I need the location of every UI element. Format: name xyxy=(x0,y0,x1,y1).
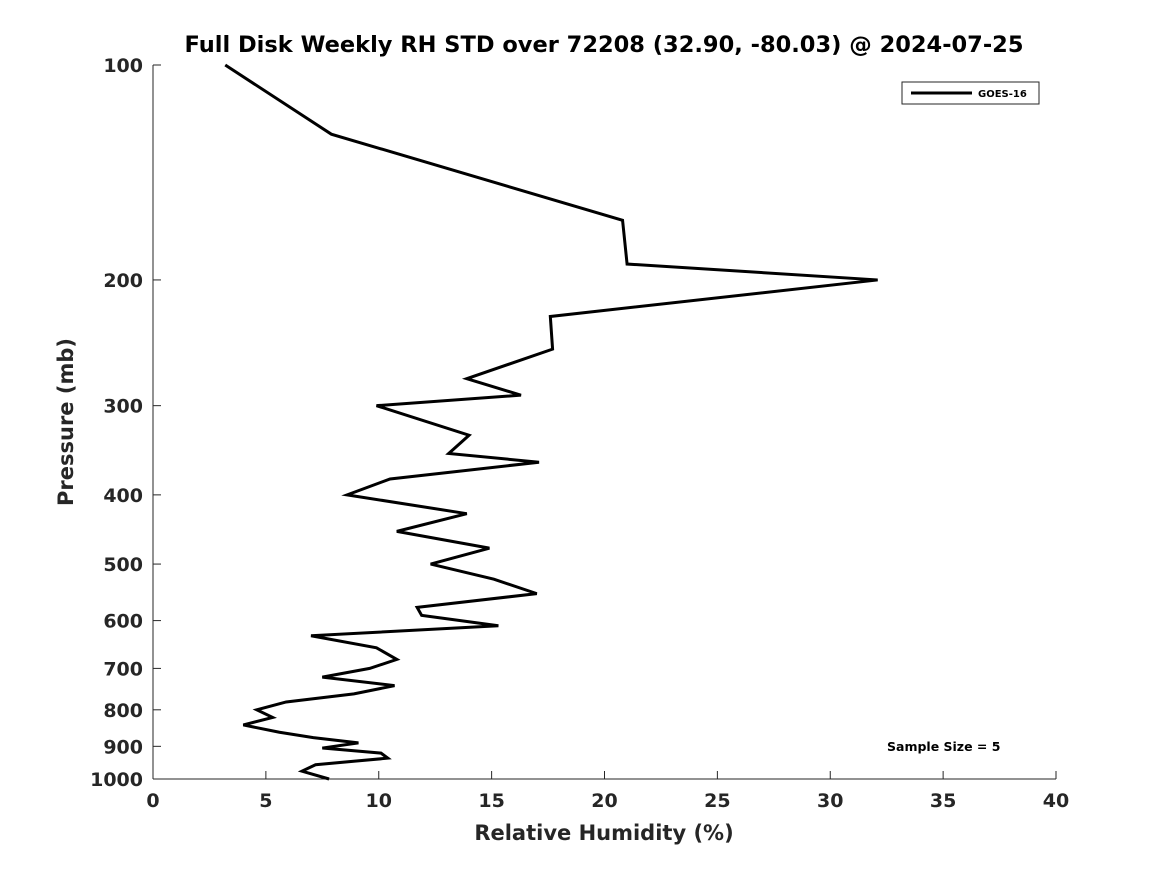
y-tick-label: 1000 xyxy=(90,769,143,791)
chart-title: Full Disk Weekly RH STD over 72208 (32.9… xyxy=(184,32,1023,58)
y-tick-label: 100 xyxy=(103,55,143,77)
y-ticks: 100 200 300 400 500 600 700 800 900 1000 xyxy=(90,55,161,791)
x-tick-label: 5 xyxy=(259,790,272,812)
x-tick-label: 30 xyxy=(817,790,843,812)
legend: GOES-16 xyxy=(901,81,1040,105)
x-tick-label: 35 xyxy=(930,790,956,812)
x-tick-label: 10 xyxy=(366,790,392,812)
y-axis-label: Pressure (mb) xyxy=(54,338,78,506)
plot-area xyxy=(152,65,1056,780)
legend-label-goes-16: GOES-16 xyxy=(978,89,1027,100)
y-tick-label: 600 xyxy=(103,611,143,633)
x-tick-label: 15 xyxy=(478,790,504,812)
y-tick-label: 900 xyxy=(103,736,143,758)
y-tick-label: 200 xyxy=(103,270,143,292)
series-line-goes-16 xyxy=(224,63,878,781)
y-tick-label: 700 xyxy=(103,658,143,680)
sample-size-annotation: Sample Size = 5 xyxy=(887,739,1000,754)
y-tick-label: 500 xyxy=(103,554,143,576)
y-tick-label: 400 xyxy=(103,485,143,507)
series-group xyxy=(224,63,878,781)
y-tick-label: 800 xyxy=(103,700,143,722)
x-ticks: 0 5 10 15 20 25 30 35 40 xyxy=(146,771,1069,812)
x-tick-label: 0 xyxy=(146,790,159,812)
x-tick-label: 25 xyxy=(704,790,730,812)
x-tick-label: 20 xyxy=(591,790,617,812)
y-tick-label: 300 xyxy=(103,396,143,418)
x-axis-label: Relative Humidity (%) xyxy=(474,821,733,845)
x-tick-label: 40 xyxy=(1043,790,1069,812)
